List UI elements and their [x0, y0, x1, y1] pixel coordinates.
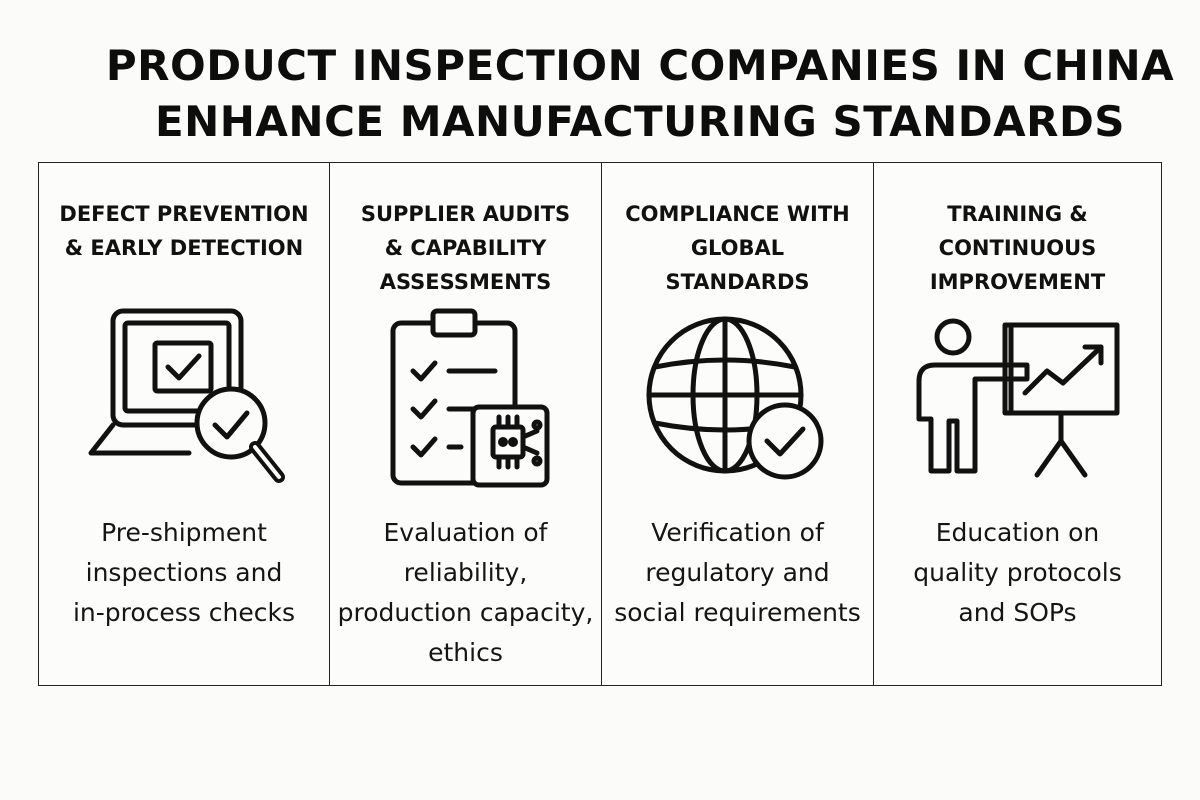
title-line-2: ENHANCE MANUFACTURING STANDARDS [154, 97, 1126, 146]
panel-heading-line: STANDARDS [665, 270, 810, 294]
panel-description-line: and SOPs [958, 598, 1077, 627]
panel-defect-prevention: DEFECT PREVENTION & EARLY DETECTION P [39, 163, 329, 685]
panel-compliance: COMPLIANCE WITH GLOBAL STANDARDS Verific… [601, 163, 873, 685]
title-line-1: PRODUCT INSPECTION COMPANIES IN CHINA [105, 41, 1175, 90]
presenter-growth-chart-icon [913, 301, 1123, 501]
panel-heading-line: DEFECT PREVENTION [59, 202, 309, 226]
panel-training: TRAINING & CONTINUOUS IMPROVEMENT [873, 163, 1161, 685]
panel-description-line: in-process checks [72, 598, 296, 627]
panel-description: Evaluation of reliability, production ca… [334, 513, 597, 673]
page-title: PRODUCT INSPECTION COMPANIES IN CHINA EN… [60, 38, 1200, 150]
panel-heading-line: GLOBAL [690, 236, 785, 260]
panel-description-line: social requirements [614, 598, 861, 627]
clipboard-checklist-chip-icon [361, 301, 571, 501]
panel-heading: TRAINING & CONTINUOUS IMPROVEMENT [874, 197, 1161, 299]
panels-container: DEFECT PREVENTION & EARLY DETECTION P [38, 162, 1162, 686]
panel-heading-line: & EARLY DETECTION [64, 236, 304, 260]
laptop-magnifier-check-icon [79, 301, 289, 501]
panel-heading-line: CONTINUOUS [938, 236, 1097, 260]
globe-check-icon [633, 301, 843, 501]
panel-heading: SUPPLIER AUDITS & CAPABILITY ASSESSMENTS [330, 197, 601, 299]
panel-description-line: Evaluation of [383, 518, 548, 547]
panel-description-line: reliability, [403, 558, 528, 587]
panel-heading: DEFECT PREVENTION & EARLY DETECTION [39, 197, 329, 265]
panel-description-line: inspections and [85, 558, 283, 587]
panel-heading-line: SUPPLIER AUDITS [360, 202, 571, 226]
panel-description-line: quality protocols [913, 558, 1122, 587]
panel-supplier-audits: SUPPLIER AUDITS & CAPABILITY ASSESSMENTS [329, 163, 601, 685]
panel-description-line: ethics [428, 638, 503, 667]
panel-description-line: Verification of [651, 518, 824, 547]
panel-heading: COMPLIANCE WITH GLOBAL STANDARDS [602, 197, 873, 299]
panel-heading-line: & CAPABILITY [384, 236, 547, 260]
panel-description-line: Education on [935, 518, 1100, 547]
panel-heading-line: TRAINING & [947, 202, 1088, 226]
panel-description-line: Pre-shipment [101, 518, 267, 547]
panel-description-line: production capacity, [337, 598, 594, 627]
panel-heading-line: ASSESSMENTS [379, 270, 552, 294]
panel-description: Education on quality protocols and SOPs [878, 513, 1157, 633]
panel-description: Pre-shipment inspections and in-process … [43, 513, 325, 633]
panel-description-line: regulatory and [645, 558, 830, 587]
panel-heading-line: IMPROVEMENT [929, 270, 1106, 294]
panel-heading-line: COMPLIANCE WITH [625, 202, 850, 226]
panel-description: Verification of regulatory and social re… [606, 513, 869, 633]
